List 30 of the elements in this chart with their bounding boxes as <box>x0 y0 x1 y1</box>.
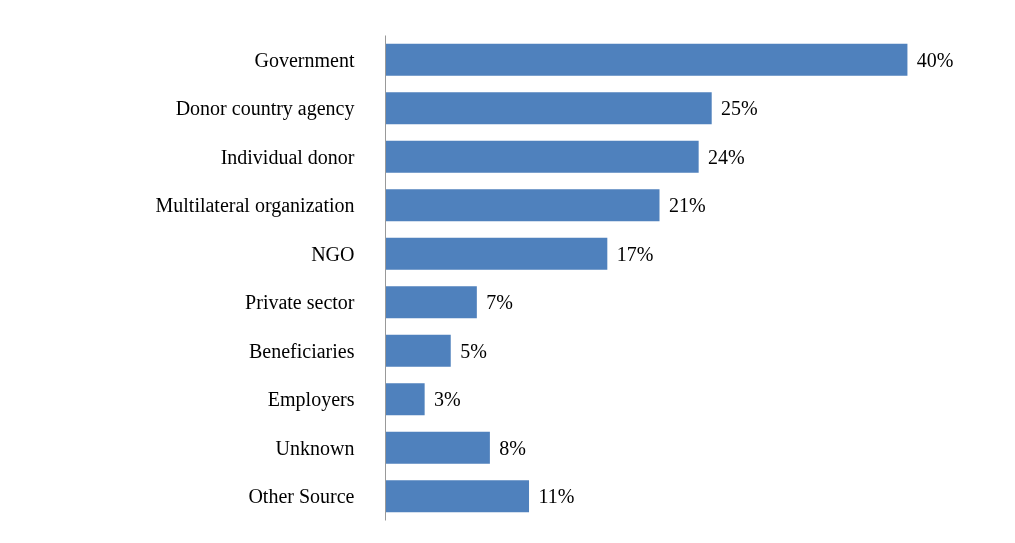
data-label: 21% <box>668 194 706 217</box>
y-tick-label: Multilateral organization <box>155 194 355 218</box>
bar <box>385 334 451 367</box>
data-label: 5% <box>460 339 487 362</box>
y-tick-label: NGO <box>311 242 355 265</box>
y-tick-label: Unknown <box>275 436 355 459</box>
data-label: 17% <box>616 242 654 265</box>
data-label: 24% <box>708 145 745 168</box>
y-tick-label: Employers <box>267 388 355 412</box>
bar <box>385 480 530 513</box>
y-tick-label: Individual donor <box>220 145 355 168</box>
bar <box>385 140 699 173</box>
data-label: 25% <box>721 97 758 120</box>
data-label: 8% <box>499 436 526 459</box>
bar <box>385 43 908 76</box>
y-tick-label: Donor country agency <box>175 97 355 121</box>
bar <box>385 286 477 319</box>
bar <box>385 383 425 416</box>
y-tick-label: Other Source <box>248 485 355 508</box>
bar <box>385 237 608 270</box>
y-tick-label: Government <box>254 48 355 71</box>
bar <box>385 189 660 222</box>
bar <box>385 431 490 464</box>
data-label: 40% <box>916 48 954 71</box>
data-label: 11% <box>538 485 575 508</box>
y-tick-label: Beneficiaries <box>249 339 355 362</box>
bar <box>385 92 712 125</box>
data-label: 7% <box>486 291 513 314</box>
data-label: 3% <box>434 388 461 411</box>
y-tick-label: Private sector <box>245 291 355 314</box>
